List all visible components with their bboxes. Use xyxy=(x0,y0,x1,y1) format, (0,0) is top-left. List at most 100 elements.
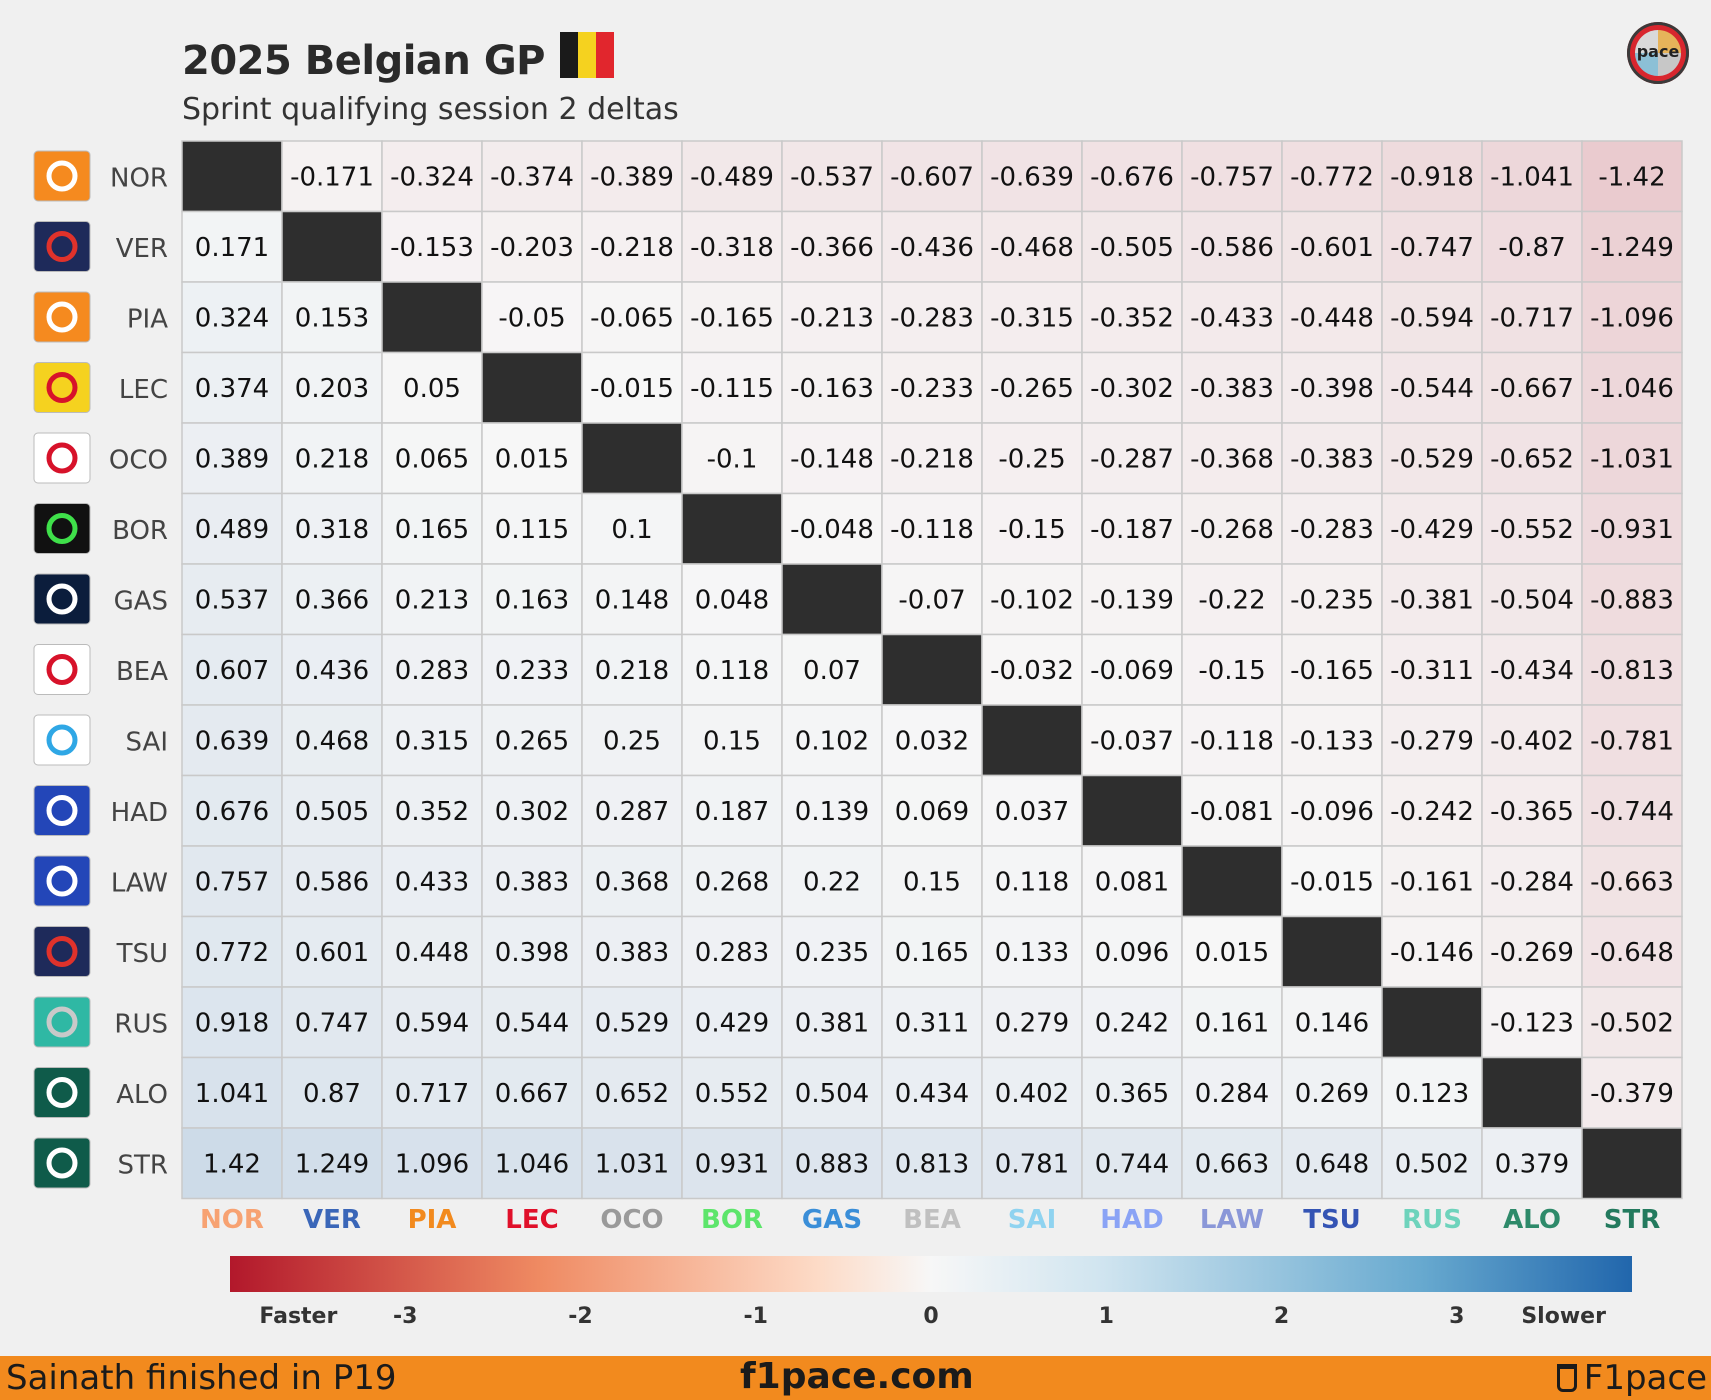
heatmap-cell xyxy=(1481,492,1583,565)
cell-value-label: 0.552 xyxy=(695,1079,769,1109)
chart-subtitle: Sprint qualifying session 2 deltas xyxy=(182,92,679,127)
cell-value-label: 0.883 xyxy=(795,1149,869,1179)
cell-value-label: 0.366 xyxy=(295,585,369,615)
col-label-gas: GAS xyxy=(802,1205,862,1235)
heatmap-cell xyxy=(681,915,783,988)
cell-value-label: -0.324 xyxy=(390,162,474,192)
cell-value-label: 0.586 xyxy=(295,867,369,897)
cell-value-label: -0.139 xyxy=(1090,585,1174,615)
logo-dial xyxy=(1635,30,1681,76)
cell-value-label: 0.648 xyxy=(1295,1149,1369,1179)
footer-website-link[interactable]: f1pace.com xyxy=(740,1356,974,1397)
cell-value-label: 0.365 xyxy=(1095,1079,1169,1109)
cell-value-label: -0.081 xyxy=(1190,797,1274,827)
haas-icon-mark xyxy=(46,442,78,474)
col-label-rus: RUS xyxy=(1402,1205,1462,1235)
cell-value-label: -0.433 xyxy=(1190,303,1274,333)
cell-value-label: -0.489 xyxy=(690,162,774,192)
cell-value-label: -0.123 xyxy=(1490,1008,1574,1038)
cell-value-label: 0.379 xyxy=(1495,1149,1569,1179)
heatmap-cell xyxy=(781,915,883,988)
cell-value-label: 0.25 xyxy=(603,726,661,756)
heatmap-cell xyxy=(381,281,483,354)
heatmap-cell xyxy=(781,986,883,1059)
colorbar-tick-label: 0 xyxy=(923,1304,939,1329)
cell-value-label: -0.667 xyxy=(1490,374,1574,404)
cell-value-label: 0.015 xyxy=(495,444,569,474)
heatmap-cell xyxy=(281,704,383,777)
sauber-icon-mark xyxy=(46,513,78,544)
heatmap-cell xyxy=(1481,1056,1583,1129)
heatmap-cell xyxy=(1281,1056,1383,1129)
heatmap-cell xyxy=(381,986,483,1059)
heatmap-cell xyxy=(1381,492,1483,565)
cell-value-label: -0.663 xyxy=(1590,867,1674,897)
cell-value-label: -0.146 xyxy=(1390,938,1474,968)
cell-value-label: 0.429 xyxy=(695,1008,769,1038)
cell-value-label: -0.165 xyxy=(1290,656,1374,686)
heatmap-cell xyxy=(681,986,783,1059)
aston-martin-icon-mark xyxy=(46,1077,78,1108)
cell-value-label: -0.115 xyxy=(690,374,774,404)
heatmap-cell xyxy=(581,845,683,918)
row-label-bea: BEA xyxy=(116,657,168,687)
cell-value-label: 0.287 xyxy=(595,797,669,827)
cell-value-label: 0.213 xyxy=(395,585,469,615)
cell-value-label: 0.318 xyxy=(295,515,369,545)
heatmap-cell xyxy=(1381,986,1483,1059)
cell-value-label: -0.504 xyxy=(1490,585,1574,615)
mercedes-icon-mark xyxy=(46,1006,78,1038)
heatmap-cell xyxy=(1181,845,1283,918)
cell-value-label: -0.037 xyxy=(1090,726,1174,756)
cell-value-label: 0.203 xyxy=(295,374,369,404)
heatmap-cell xyxy=(481,351,583,424)
cell-value-label: 0.265 xyxy=(495,726,569,756)
heatmap-cell xyxy=(381,210,483,283)
cell-value-label: 0.153 xyxy=(295,303,369,333)
heatmap-cell xyxy=(981,1056,1083,1129)
cell-value-label: 0.315 xyxy=(395,726,469,756)
heatmap-cell xyxy=(981,210,1083,283)
heatmap-cell xyxy=(381,774,483,847)
cell-value-label: 0.813 xyxy=(895,1149,969,1179)
cell-value-label: -0.165 xyxy=(690,303,774,333)
heatmap-cell xyxy=(481,422,583,495)
cell-value-label: 0.468 xyxy=(295,726,369,756)
cell-value-label: -0.772 xyxy=(1290,162,1374,192)
cell-value-label: 0.931 xyxy=(695,1149,769,1179)
cell-value-label: 0.368 xyxy=(595,867,669,897)
heatmap-cell xyxy=(981,281,1083,354)
row-label-sai: SAI xyxy=(126,727,168,757)
cell-value-label: 0.352 xyxy=(395,797,469,827)
heatmap-cell xyxy=(1481,1127,1583,1200)
col-label-had: HAD xyxy=(1100,1205,1163,1235)
heatmap-cell xyxy=(981,915,1083,988)
cell-value-label: -0.163 xyxy=(790,374,874,404)
cell-value-label: 0.607 xyxy=(195,656,269,686)
cell-value-label: 0.389 xyxy=(195,444,269,474)
heatmap-cell xyxy=(981,704,1083,777)
cell-value-label: 0.747 xyxy=(295,1008,369,1038)
cell-value-label: 0.115 xyxy=(495,515,569,545)
cell-value-label: 0.015 xyxy=(1195,938,1269,968)
logo-text: pace xyxy=(1636,42,1680,61)
colorbar-tick-label: Faster xyxy=(259,1304,338,1329)
cell-value-label: -0.283 xyxy=(890,303,974,333)
cell-value-label: 0.283 xyxy=(395,656,469,686)
heatmap-cell xyxy=(181,1056,283,1129)
cell-value-label: -0.448 xyxy=(1290,303,1374,333)
cell-value-label: 0.757 xyxy=(195,867,269,897)
heatmap-cell xyxy=(781,704,883,777)
cell-value-label: -0.268 xyxy=(1190,515,1274,545)
heatmap-cell xyxy=(781,563,883,636)
colorbar-tick-label: -3 xyxy=(393,1304,418,1329)
heatmap-cell xyxy=(481,281,583,354)
heatmap-cell xyxy=(1481,845,1583,918)
chart-title: 2025 Belgian GP xyxy=(182,38,545,84)
cell-value-label: 0.667 xyxy=(495,1079,569,1109)
cell-value-label: -1.249 xyxy=(1590,233,1674,263)
cell-value-label: 0.436 xyxy=(295,656,369,686)
heatmap-cell xyxy=(581,633,683,706)
heatmap-cell xyxy=(881,140,983,213)
cell-value-label: -0.218 xyxy=(590,233,674,263)
